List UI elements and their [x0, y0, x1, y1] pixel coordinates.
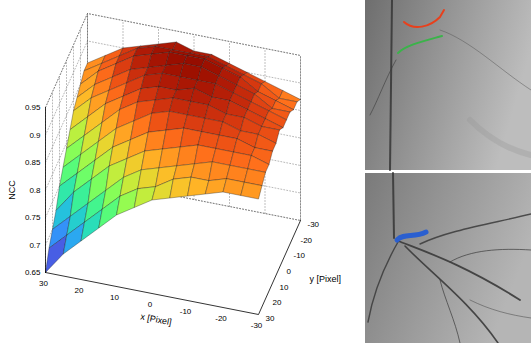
svg-text:0.9: 0.9	[29, 131, 41, 140]
svg-text:0: 0	[148, 300, 153, 309]
svg-text:0: 0	[287, 267, 292, 276]
svg-text:10: 10	[110, 293, 119, 302]
svg-text:0.7: 0.7	[29, 241, 41, 250]
svg-text:0.75: 0.75	[25, 213, 41, 222]
svg-text:-30: -30	[251, 321, 263, 330]
svg-text:y [Pixel]: y [Pixel]	[310, 274, 342, 284]
svg-text:20: 20	[273, 298, 282, 307]
svg-text:20: 20	[75, 286, 84, 295]
svg-text:-10: -10	[294, 251, 306, 260]
svg-text:-20: -20	[301, 236, 313, 245]
svg-text:0.85: 0.85	[25, 158, 41, 167]
svg-text:NCC: NCC	[7, 180, 17, 200]
svg-text:30: 30	[266, 314, 275, 323]
svg-text:30: 30	[39, 279, 48, 288]
svg-text:10: 10	[280, 283, 289, 292]
svg-text:-20: -20	[215, 314, 227, 323]
svg-text:0.65: 0.65	[25, 268, 41, 277]
svg-text:0.8: 0.8	[29, 186, 41, 195]
svg-text:0.95: 0.95	[25, 103, 41, 112]
svg-text:x [Pixel]: x [Pixel]	[140, 311, 173, 327]
svg-text:-30: -30	[308, 220, 320, 229]
svg-text:-10: -10	[180, 307, 192, 316]
